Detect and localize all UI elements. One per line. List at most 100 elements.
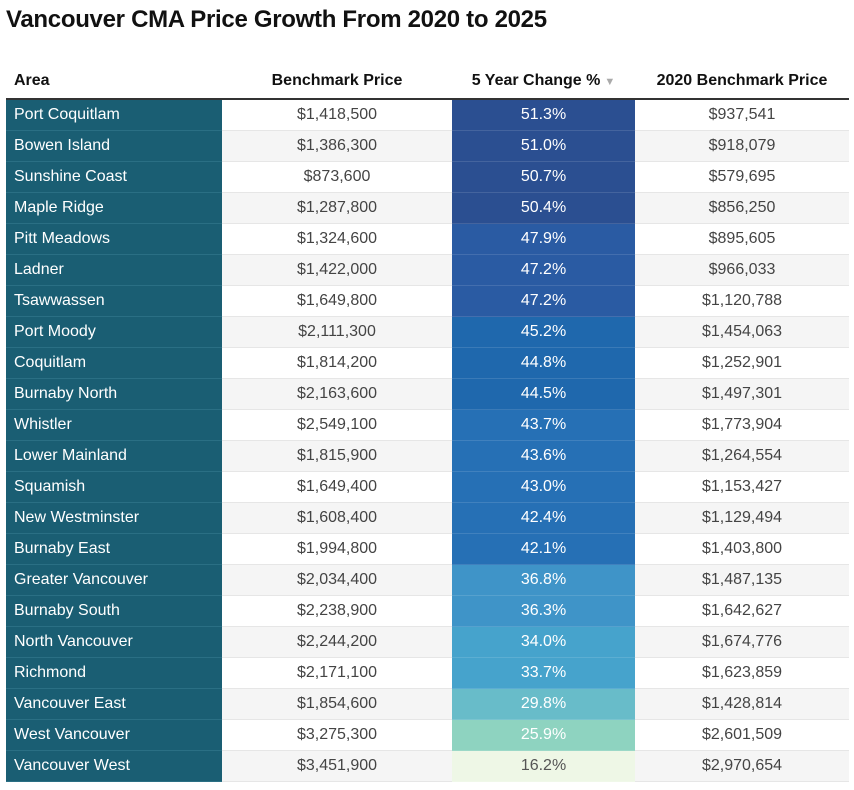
2020-benchmark-price-cell: $1,252,901 [635, 347, 849, 379]
2020-benchmark-price-cell: $1,642,627 [635, 595, 849, 627]
2020-benchmark-price-cell: $895,605 [635, 223, 849, 255]
area-cell: Port Moody [6, 316, 222, 348]
change-percent-cell: 51.3% [452, 99, 635, 131]
change-percent-cell: 47.2% [452, 254, 635, 286]
2020-benchmark-price-cell: $1,428,814 [635, 688, 849, 720]
area-cell: Vancouver West [6, 750, 222, 782]
table-row: West Vancouver $3,275,300 25.9% $2,601,509 [6, 719, 849, 751]
benchmark-price-cell: $3,451,900 [222, 750, 452, 782]
table-row: North Vancouver $2,244,200 34.0% $1,674,776 [6, 626, 849, 658]
column-header-benchmark-price[interactable]: Benchmark Price [222, 64, 452, 100]
area-cell: Ladner [6, 254, 222, 286]
2020-benchmark-price-cell: $937,541 [635, 99, 849, 131]
2020-benchmark-price-cell: $918,079 [635, 130, 849, 162]
2020-benchmark-price-cell: $1,487,135 [635, 564, 849, 596]
table-row: Squamish $1,649,400 43.0% $1,153,427 [6, 471, 849, 503]
2020-benchmark-price-cell: $856,250 [635, 192, 849, 224]
area-cell: Richmond [6, 657, 222, 689]
benchmark-price-cell: $1,649,400 [222, 471, 452, 503]
benchmark-price-cell: $1,854,600 [222, 688, 452, 720]
benchmark-price-cell: $3,275,300 [222, 719, 452, 751]
benchmark-price-cell: $1,422,000 [222, 254, 452, 286]
benchmark-price-cell: $2,549,100 [222, 409, 452, 441]
benchmark-price-cell: $2,163,600 [222, 378, 452, 410]
change-percent-cell: 33.7% [452, 657, 635, 689]
change-percent-cell: 43.0% [452, 471, 635, 503]
area-cell: Burnaby North [6, 378, 222, 410]
table-row: Ladner $1,422,000 47.2% $966,033 [6, 254, 849, 286]
change-percent-cell: 42.4% [452, 502, 635, 534]
change-percent-cell: 47.9% [452, 223, 635, 255]
table-row: Richmond $2,171,100 33.7% $1,623,859 [6, 657, 849, 689]
change-percent-cell: 43.6% [452, 440, 635, 472]
area-cell: North Vancouver [6, 626, 222, 658]
2020-benchmark-price-cell: $1,129,494 [635, 502, 849, 534]
table-row: Burnaby North $2,163,600 44.5% $1,497,301 [6, 378, 849, 410]
table-row: Whistler $2,549,100 43.7% $1,773,904 [6, 409, 849, 441]
change-percent-cell: 44.5% [452, 378, 635, 410]
table-row: Vancouver East $1,854,600 29.8% $1,428,814 [6, 688, 849, 720]
change-percent-cell: 50.4% [452, 192, 635, 224]
area-cell: Vancouver East [6, 688, 222, 720]
table-row: Burnaby South $2,238,900 36.3% $1,642,627 [6, 595, 849, 627]
2020-benchmark-price-cell: $1,623,859 [635, 657, 849, 689]
change-percent-cell: 16.2% [452, 750, 635, 782]
2020-benchmark-price-cell: $1,120,788 [635, 285, 849, 317]
benchmark-price-cell: $1,608,400 [222, 502, 452, 534]
area-cell: Port Coquitlam [6, 99, 222, 131]
table-row: Tsawwassen $1,649,800 47.2% $1,120,788 [6, 285, 849, 317]
benchmark-price-cell: $1,324,600 [222, 223, 452, 255]
area-cell: Sunshine Coast [6, 161, 222, 193]
change-percent-cell: 25.9% [452, 719, 635, 751]
benchmark-price-cell: $2,034,400 [222, 564, 452, 596]
area-cell: Greater Vancouver [6, 564, 222, 596]
2020-benchmark-price-cell: $1,403,800 [635, 533, 849, 565]
change-percent-cell: 36.3% [452, 595, 635, 627]
change-percent-cell: 51.0% [452, 130, 635, 162]
column-header-area[interactable]: Area [6, 64, 222, 100]
table-row: Bowen Island $1,386,300 51.0% $918,079 [6, 130, 849, 162]
price-growth-table: Area Benchmark Price 5 Year Change % ▼ 20… [6, 64, 849, 782]
table-row: Vancouver West $3,451,900 16.2% $2,970,654 [6, 750, 849, 782]
area-cell: Lower Mainland [6, 440, 222, 472]
area-cell: Burnaby East [6, 533, 222, 565]
change-percent-cell: 50.7% [452, 161, 635, 193]
change-percent-cell: 47.2% [452, 285, 635, 317]
area-cell: West Vancouver [6, 719, 222, 751]
benchmark-price-cell: $1,815,900 [222, 440, 452, 472]
benchmark-price-cell: $2,238,900 [222, 595, 452, 627]
table-row: Port Coquitlam $1,418,500 51.3% $937,541 [6, 99, 849, 131]
column-header-5-year-change[interactable]: 5 Year Change % ▼ [452, 64, 635, 100]
2020-benchmark-price-cell: $1,153,427 [635, 471, 849, 503]
table-row: Burnaby East $1,994,800 42.1% $1,403,800 [6, 533, 849, 565]
benchmark-price-cell: $1,814,200 [222, 347, 452, 379]
change-percent-cell: 34.0% [452, 626, 635, 658]
table-row: Maple Ridge $1,287,800 50.4% $856,250 [6, 192, 849, 224]
benchmark-price-cell: $2,171,100 [222, 657, 452, 689]
area-cell: New Westminster [6, 502, 222, 534]
2020-benchmark-price-cell: $1,674,776 [635, 626, 849, 658]
2020-benchmark-price-cell: $1,497,301 [635, 378, 849, 410]
2020-benchmark-price-cell: $1,773,904 [635, 409, 849, 441]
table-body: Port Coquitlam $1,418,500 51.3% $937,541 Bow… [6, 99, 849, 782]
benchmark-price-cell: $873,600 [222, 161, 452, 193]
benchmark-price-cell: $1,418,500 [222, 99, 452, 131]
change-percent-cell: 44.8% [452, 347, 635, 379]
area-cell: Tsawwassen [6, 285, 222, 317]
table-row: New Westminster $1,608,400 42.4% $1,129,494 [6, 502, 849, 534]
2020-benchmark-price-cell: $1,264,554 [635, 440, 849, 472]
table-row: Port Moody $2,111,300 45.2% $1,454,063 [6, 316, 849, 348]
sort-down-triangle-icon[interactable]: ▼ [604, 76, 616, 88]
2020-benchmark-price-cell: $579,695 [635, 161, 849, 193]
table-row: Greater Vancouver $2,034,400 36.8% $1,487,1… [6, 564, 849, 596]
chart-title: Vancouver CMA Price Growth From 2020 to … [6, 6, 547, 33]
area-cell: Burnaby South [6, 595, 222, 627]
column-header-2020-benchmark-price[interactable]: 2020 Benchmark Price [635, 64, 849, 100]
benchmark-price-cell: $2,244,200 [222, 626, 452, 658]
benchmark-price-cell: $1,649,800 [222, 285, 452, 317]
area-cell: Pitt Meadows [6, 223, 222, 255]
2020-benchmark-price-cell: $1,454,063 [635, 316, 849, 348]
change-percent-cell: 36.8% [452, 564, 635, 596]
2020-benchmark-price-cell: $966,033 [635, 254, 849, 286]
change-percent-cell: 42.1% [452, 533, 635, 565]
